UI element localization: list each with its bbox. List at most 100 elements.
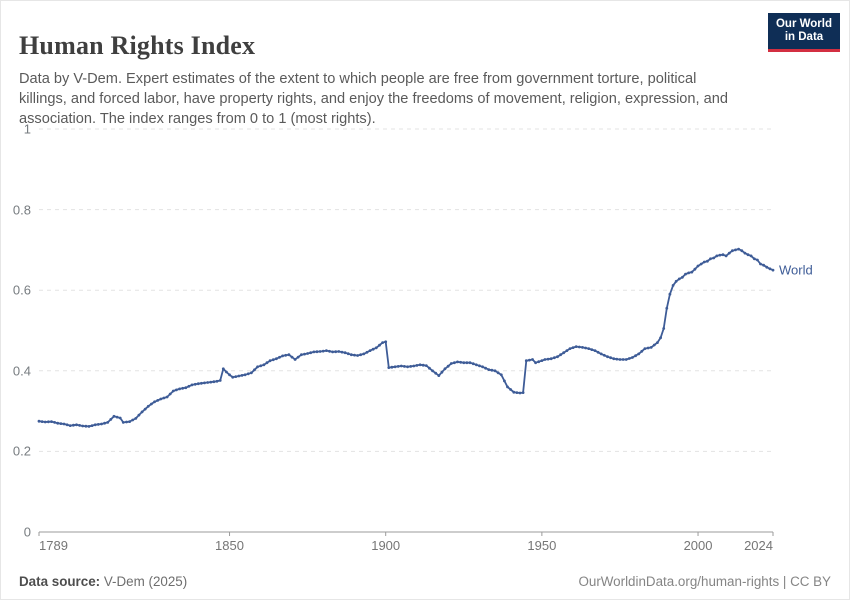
data-point-marker — [618, 358, 622, 361]
data-point-marker — [312, 350, 316, 354]
data-point-marker — [371, 347, 375, 351]
data-point-marker — [340, 350, 344, 354]
series-line-world[interactable] — [38, 248, 774, 428]
data-point-marker — [150, 402, 153, 406]
data-point-marker — [568, 347, 572, 350]
data-point-marker — [237, 374, 241, 378]
data-point-marker — [87, 425, 91, 428]
data-point-marker — [115, 415, 119, 419]
data-point-marker — [118, 416, 122, 420]
data-point-marker — [727, 251, 731, 255]
data-point-marker — [293, 358, 297, 361]
data-point-marker — [196, 382, 200, 386]
data-point-marker — [574, 345, 578, 348]
data-point-marker — [250, 371, 253, 375]
data-point-marker — [668, 292, 672, 296]
data-point-marker — [284, 353, 288, 357]
data-point-marker — [431, 369, 434, 373]
data-point-marker — [165, 395, 169, 399]
y-tick-label: 0.6 — [12, 282, 31, 298]
data-point-marker — [593, 349, 597, 352]
data-point-marker — [602, 353, 606, 357]
data-point-marker — [524, 359, 528, 363]
data-point-marker — [521, 391, 525, 394]
data-point-marker — [631, 356, 634, 359]
data-point-marker — [171, 389, 175, 393]
data-point-marker — [381, 341, 384, 344]
data-point-marker — [687, 271, 691, 275]
data-point-marker — [243, 373, 247, 377]
data-point-marker — [721, 253, 725, 257]
data-source-label: Data source: — [19, 574, 101, 589]
data-point-marker — [652, 343, 656, 347]
data-point-marker — [543, 358, 547, 361]
data-point-marker — [752, 257, 756, 261]
data-point-marker — [537, 360, 541, 364]
data-point-marker — [393, 365, 397, 369]
data-point-marker — [315, 350, 319, 354]
data-point-marker — [587, 347, 591, 350]
data-point-marker — [584, 346, 587, 350]
data-point-marker — [84, 424, 88, 428]
data-point-marker — [106, 421, 110, 424]
data-point-marker — [759, 262, 762, 266]
data-point-marker — [646, 346, 650, 350]
data-point-marker — [225, 370, 228, 374]
data-source-note: Data source: V-Dem (2025) — [19, 574, 187, 589]
data-point-marker — [503, 379, 506, 383]
data-point-marker — [409, 365, 413, 368]
data-point-marker — [453, 361, 456, 365]
x-tick-label: 1950 — [527, 538, 557, 553]
data-point-marker — [253, 368, 256, 372]
data-point-marker — [412, 364, 416, 368]
data-point-marker — [749, 254, 753, 258]
data-point-marker — [346, 352, 350, 356]
data-point-marker — [228, 373, 231, 377]
data-point-marker — [643, 347, 647, 350]
data-point-marker — [184, 386, 188, 390]
data-point-marker — [577, 345, 581, 349]
data-point-marker — [556, 355, 559, 359]
data-point-marker — [765, 265, 769, 269]
data-point-marker — [612, 357, 616, 361]
data-point-marker — [665, 306, 669, 310]
data-point-marker — [112, 414, 116, 418]
data-point-marker — [175, 388, 178, 392]
data-point-marker — [306, 352, 309, 355]
data-point-marker — [221, 367, 225, 371]
data-point-marker — [549, 357, 553, 361]
y-tick-label: 0 — [23, 524, 31, 540]
data-point-marker — [484, 366, 487, 370]
data-point-marker — [206, 381, 210, 384]
owid-url-license[interactable]: OurWorldinData.org/human-rights | CC BY — [578, 574, 831, 589]
data-point-marker — [649, 346, 653, 349]
series-label-world[interactable]: World — [779, 262, 813, 278]
data-point-marker — [662, 327, 666, 330]
data-point-marker — [424, 364, 428, 367]
data-point-marker — [677, 277, 681, 281]
data-point-marker — [606, 355, 609, 359]
data-point-marker — [47, 420, 50, 424]
data-point-marker — [731, 249, 734, 253]
data-point-marker — [65, 423, 69, 427]
data-point-marker — [53, 421, 56, 424]
data-point-marker — [168, 392, 172, 396]
data-point-marker — [465, 361, 469, 365]
data-point-marker — [281, 354, 284, 358]
data-point-marker — [553, 356, 556, 360]
data-point-marker — [506, 385, 509, 389]
data-point-marker — [418, 363, 422, 367]
data-point-marker — [300, 353, 303, 357]
owid-logo-line2: in Data — [784, 31, 824, 43]
data-point-marker — [446, 364, 450, 368]
data-point-marker — [590, 348, 594, 351]
data-point-marker — [374, 346, 378, 350]
data-point-marker — [153, 400, 157, 404]
owid-logo[interactable]: Our World in Data — [768, 13, 840, 52]
data-point-marker — [634, 354, 637, 358]
data-point-marker — [709, 257, 712, 261]
data-point-marker — [128, 420, 131, 423]
data-point-marker — [43, 420, 47, 424]
